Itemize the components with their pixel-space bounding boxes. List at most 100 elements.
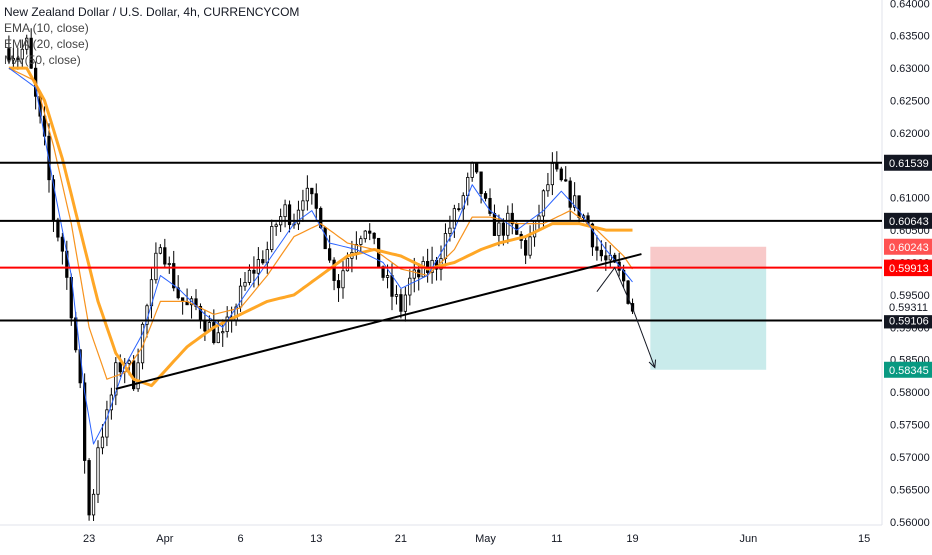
- candle-body: [25, 37, 29, 50]
- candle-body: [221, 331, 225, 334]
- candle-body: [167, 263, 171, 265]
- y-tick-label: 0.64000: [890, 0, 930, 10]
- y-tick-label: 0.57000: [890, 452, 930, 464]
- candle-body: [359, 238, 363, 245]
- indicator-ma50[interactable]: MA (50, close): [4, 53, 81, 67]
- candle-body: [479, 171, 483, 194]
- candle-body: [11, 58, 15, 61]
- ma50-line: [8, 66, 633, 388]
- x-tick-label: May: [475, 533, 496, 545]
- x-tick-label: Jun: [739, 533, 757, 545]
- candle-body: [60, 236, 64, 252]
- x-tick-label: 15: [858, 533, 870, 545]
- target-price-label-bg: [884, 361, 932, 378]
- candle-body: [96, 447, 100, 495]
- candle-body: [238, 285, 243, 308]
- level-label: 0.61539: [889, 158, 929, 170]
- candle-body: [546, 184, 550, 192]
- candle-body: [488, 197, 492, 214]
- candle-body: [100, 436, 105, 449]
- candle-body: [105, 409, 109, 438]
- candle-body: [305, 187, 309, 202]
- current-price-label: 0.59913: [889, 263, 929, 275]
- candle-body: [332, 259, 336, 281]
- candle-body: [252, 269, 256, 274]
- y-tick-label: 0.63500: [890, 31, 930, 43]
- projection-arrow-head: [648, 359, 657, 369]
- candle-body: [622, 269, 626, 282]
- y-tick-label: 0.62500: [890, 95, 930, 107]
- candle-body: [287, 204, 292, 226]
- level-label-bg: [884, 312, 932, 329]
- ema20-line: [8, 67, 633, 380]
- candle-body: [114, 362, 118, 396]
- candle-body: [261, 259, 265, 264]
- level-label: 0.60643: [889, 216, 929, 228]
- candle-body: [154, 252, 158, 281]
- indicator-ema10[interactable]: EMA (10, close): [4, 21, 89, 35]
- level-label: 0.59106: [889, 315, 929, 327]
- candle-body: [390, 275, 394, 297]
- candle-body: [550, 163, 554, 186]
- candle-body: [363, 230, 367, 240]
- stop-loss-zone: [650, 246, 767, 268]
- x-tick-label: 13: [310, 533, 322, 545]
- y-tick-label: 0.62000: [890, 128, 930, 140]
- candle-body: [604, 255, 608, 261]
- trendline: [115, 253, 642, 390]
- candle-body: [87, 460, 91, 516]
- x-tick-label: 21: [395, 533, 407, 545]
- candle-body: [29, 37, 33, 69]
- price-label: 0.59311: [889, 302, 928, 314]
- candle-body: [590, 223, 595, 248]
- candle-body: [577, 195, 581, 218]
- candle-body: [555, 163, 559, 170]
- candle-body: [452, 208, 456, 229]
- candle-body: [524, 240, 528, 256]
- candle-body: [399, 294, 403, 312]
- candle-body: [461, 195, 465, 210]
- stop-price-label-bg: [884, 238, 932, 255]
- candle-body: [457, 208, 461, 211]
- candle-body: [573, 195, 577, 208]
- candle-body: [412, 269, 416, 279]
- candle-body: [501, 222, 505, 236]
- candle-body: [225, 316, 229, 332]
- projection-arrow: [596, 266, 656, 368]
- candle-body: [323, 227, 327, 250]
- x-tick-label: 19: [626, 533, 638, 545]
- candle-body: [301, 200, 305, 211]
- x-tick-label: 23: [83, 533, 95, 545]
- y-tick-label: 0.59500: [890, 290, 930, 302]
- chart-legend: New Zealand Dollar / U.S. Dollar, 4h, CU…: [4, 4, 299, 68]
- candle-body: [136, 362, 140, 390]
- candle-body: [372, 232, 376, 239]
- candle-body: [296, 209, 301, 225]
- candle-body: [158, 247, 162, 254]
- candle-body: [368, 230, 372, 234]
- candle-body: [626, 280, 630, 304]
- candle-body: [470, 162, 474, 178]
- candle-body: [216, 332, 220, 344]
- symbol-title: New Zealand Dollar / U.S. Dollar, 4h, CU…: [4, 5, 300, 19]
- x-tick-label: 6: [237, 533, 243, 545]
- stop-price-label: 0.60243: [889, 242, 929, 254]
- level-label-bg: [884, 212, 932, 229]
- candle-body: [270, 226, 274, 250]
- candle-body: [475, 162, 479, 173]
- y-tick-label: 0.61000: [890, 193, 930, 205]
- candle-body: [247, 269, 252, 283]
- candle-body: [341, 270, 345, 289]
- candle-body: [118, 362, 122, 373]
- candle-body: [528, 236, 532, 256]
- price-label-bg: [884, 299, 932, 316]
- candle-body: [599, 249, 603, 257]
- candle-body: [448, 227, 452, 234]
- candle-body: [595, 246, 599, 251]
- candle-body: [421, 261, 425, 278]
- candle-body: [314, 193, 318, 209]
- indicator-ema20[interactable]: EMA (20, close): [4, 37, 89, 51]
